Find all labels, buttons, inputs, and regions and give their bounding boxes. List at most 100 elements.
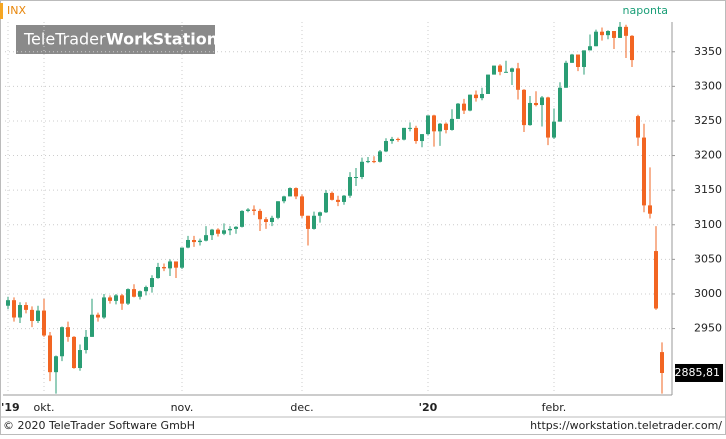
candle-body <box>150 278 154 288</box>
candle-body <box>492 65 496 75</box>
candle-body <box>366 161 370 163</box>
candle-body <box>78 350 82 369</box>
candle-body <box>612 30 616 38</box>
candle-body <box>420 134 424 142</box>
candle-body <box>6 300 10 306</box>
candle-body <box>132 289 136 297</box>
x-tick-label: okt. <box>34 401 55 414</box>
candle-body <box>642 137 646 206</box>
candle-body <box>18 305 22 318</box>
y-tick-label: 3250 <box>694 114 722 127</box>
candle-body <box>120 295 124 304</box>
candle-body <box>192 239 196 243</box>
candle-body <box>354 177 358 179</box>
candle-body <box>474 94 478 99</box>
y-tick-label: 3050 <box>694 252 722 265</box>
candle-body <box>498 65 502 72</box>
candle-body <box>204 235 208 241</box>
candle-body <box>174 261 178 268</box>
candle-body <box>528 102 532 126</box>
candle-body <box>408 127 412 129</box>
x-tick-label: dec. <box>290 401 313 414</box>
candle-body <box>84 336 88 351</box>
candle-body <box>42 310 46 336</box>
candle-body <box>636 116 640 138</box>
candle-body <box>330 192 334 200</box>
candle-body <box>180 247 184 268</box>
candle-body <box>630 35 634 61</box>
candle-body <box>54 356 58 373</box>
footer-url: https://workstation.teletrader.com/ <box>530 419 722 432</box>
candle-body <box>432 115 436 132</box>
candle-body <box>378 151 382 162</box>
candle-body <box>246 209 250 211</box>
last-value-box <box>675 363 723 382</box>
candle-body <box>186 239 190 248</box>
candle-body <box>510 68 514 72</box>
candle-body <box>390 138 394 142</box>
copyright: © 2020 TeleTrader Software GmbH <box>3 419 195 432</box>
candle-body <box>468 94 472 111</box>
candle-body <box>480 93 484 99</box>
candle-body <box>210 229 214 236</box>
candle-body <box>450 118 454 130</box>
candle-body <box>582 50 586 67</box>
candle-body <box>324 192 328 213</box>
candle-body <box>126 289 130 304</box>
candle-body <box>600 31 604 36</box>
candle-body <box>72 336 76 369</box>
candle-body <box>504 71 508 73</box>
candle-body <box>438 123 442 132</box>
candle-body <box>372 161 376 163</box>
candle-body <box>258 210 262 220</box>
y-tick-label: 2950 <box>694 322 722 335</box>
candle-body <box>540 97 544 106</box>
candle-body <box>456 103 460 119</box>
candle-body <box>276 201 280 218</box>
candle-body <box>48 335 52 373</box>
period: naponta <box>623 4 668 17</box>
watermark-box <box>16 25 215 54</box>
candle-body <box>624 26 628 36</box>
candle-body <box>228 228 232 231</box>
candle-body <box>156 266 160 279</box>
y-tick-label: 3350 <box>694 45 722 58</box>
candle-body <box>96 314 100 318</box>
candle-body <box>282 196 286 202</box>
candle-body <box>570 54 574 63</box>
candle-body <box>552 121 556 138</box>
candle-body <box>222 230 226 234</box>
candle-body <box>516 68 520 90</box>
x-tick-label: '20 <box>419 401 438 414</box>
candle-body <box>660 352 664 373</box>
candle-body <box>240 210 244 227</box>
candle-body <box>462 103 466 111</box>
symbol: INX <box>7 4 26 17</box>
x-tick-label: nov. <box>171 401 194 414</box>
candle-body <box>558 87 562 122</box>
candle-body <box>534 102 538 106</box>
candle-body <box>168 261 172 269</box>
candle-body <box>162 266 166 269</box>
x-tick-label: febr. <box>542 401 567 414</box>
candle-body <box>300 196 304 216</box>
y-tick-label: 3300 <box>694 79 722 92</box>
candle-body <box>342 195 346 202</box>
y-tick-label: 3100 <box>694 218 722 231</box>
candle-body <box>396 138 400 140</box>
candle-body <box>90 314 94 337</box>
candle-body <box>264 219 268 222</box>
candle-body <box>564 62 568 88</box>
candle-body <box>486 74 490 94</box>
candle-body <box>648 205 652 214</box>
candle-body <box>312 215 316 229</box>
candle-body <box>294 188 298 197</box>
watermark-product: WorkStation <box>106 30 218 49</box>
candle-body <box>270 217 274 222</box>
candle-body <box>30 309 34 321</box>
candle-body <box>144 287 148 292</box>
candle-body <box>606 30 610 36</box>
candle-body <box>384 141 388 152</box>
